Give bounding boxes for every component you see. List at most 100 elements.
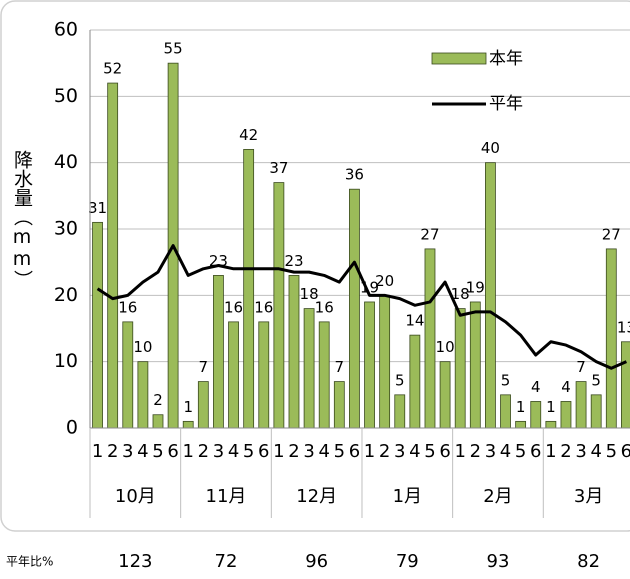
x-tick-label: 2 [107, 441, 118, 462]
legend-swatch [431, 52, 487, 65]
x-tick-label: 1 [454, 441, 465, 462]
ratio-value: 93 [487, 551, 510, 572]
x-tick-label: 1 [182, 441, 193, 462]
bar [213, 275, 224, 429]
data-label: 1 [183, 398, 193, 416]
data-label: 55 [164, 40, 183, 58]
bar [243, 148, 255, 429]
bar [469, 301, 481, 429]
legend-label: 本年 [489, 49, 523, 69]
group-label: 10月 [115, 486, 156, 507]
data-label: 10 [436, 338, 455, 356]
y-tick-label: 0 [66, 417, 78, 439]
bar [621, 341, 630, 429]
x-tick-label: 5 [515, 441, 526, 462]
bar [485, 162, 496, 429]
group-label: 3月 [574, 486, 603, 507]
bar [605, 248, 617, 429]
bar [545, 420, 557, 429]
bar [500, 394, 511, 429]
bar [288, 275, 300, 429]
line [96, 244, 628, 370]
x-tick-label: 4 [590, 441, 601, 462]
data-label: 20 [375, 272, 394, 290]
data-label: 37 [269, 159, 288, 177]
y-tick-label: 20 [54, 284, 78, 306]
ratio-value: 79 [396, 551, 419, 572]
bar [273, 182, 285, 429]
bar [152, 414, 164, 429]
x-tick-label: 3 [122, 441, 133, 462]
x-tick-label: 5 [606, 441, 617, 462]
bar [530, 401, 542, 429]
data-label: 16 [118, 298, 137, 316]
legend-label: 平年 [489, 94, 523, 114]
bar [515, 420, 527, 429]
data-label: 7 [576, 358, 586, 376]
x-tick-label: 4 [228, 441, 239, 462]
y-tick-label: 50 [54, 85, 78, 107]
bar [318, 321, 330, 429]
x-tick-label: 3 [394, 441, 405, 462]
data-label: 5 [591, 371, 601, 389]
bar [424, 248, 436, 429]
x-tick-label: 3 [575, 441, 586, 462]
bar [258, 321, 270, 429]
x-tick-label: 6 [621, 441, 630, 462]
y-axis-label: 降水量（mm） [11, 150, 33, 289]
data-label: 7 [335, 358, 345, 376]
data-label: 52 [103, 60, 122, 78]
group-label: 2月 [483, 486, 512, 507]
data-label: 14 [405, 312, 424, 330]
bar [560, 401, 572, 429]
bar [364, 301, 375, 429]
x-tick-label: 6 [258, 441, 269, 462]
x-tick-label: 6 [167, 441, 178, 462]
x-tick-label: 3 [213, 441, 224, 462]
data-label: 4 [561, 378, 571, 396]
group-label: 1月 [393, 486, 422, 507]
ratio-value: 82 [577, 551, 600, 572]
data-label: 31 [88, 199, 107, 217]
x-tick-label: 5 [334, 441, 345, 462]
y-tick-label: 60 [54, 19, 78, 41]
data-label: 13 [617, 318, 630, 336]
x-tick-label: 1 [364, 441, 375, 462]
x-tick-label: 5 [243, 441, 254, 462]
bar [439, 361, 451, 429]
bar [349, 188, 360, 429]
data-label: 1 [546, 398, 556, 416]
x-tick-label: 6 [349, 441, 360, 462]
ratio-value: 123 [118, 551, 152, 572]
data-label: 5 [501, 371, 511, 389]
data-label: 7 [199, 358, 209, 376]
data-label: 5 [395, 371, 405, 389]
ratio-label: 平年比% [6, 555, 53, 569]
data-label: 23 [284, 252, 303, 270]
data-label: 10 [133, 338, 152, 356]
data-label: 1 [516, 398, 526, 416]
x-tick-label: 4 [137, 441, 148, 462]
chart-frame [0, 0, 630, 532]
bar [379, 294, 391, 429]
bar [303, 308, 315, 429]
group-label: 11月 [206, 486, 247, 507]
x-tick-label: 2 [470, 441, 481, 462]
bar [575, 381, 587, 429]
x-tick-label: 4 [409, 441, 420, 462]
x-tick-label: 6 [439, 441, 450, 462]
data-label: 18 [451, 285, 470, 303]
data-label: 16 [315, 298, 334, 316]
x-tick-label: 1 [273, 441, 284, 462]
x-tick-label: 5 [152, 441, 163, 462]
data-label: 2 [153, 391, 163, 409]
data-label: 18 [300, 285, 319, 303]
data-label: 4 [531, 378, 541, 396]
bar [590, 394, 602, 429]
data-label: 19 [466, 278, 485, 296]
x-tick-label: 3 [485, 441, 496, 462]
data-label: 27 [602, 225, 621, 243]
bar [182, 420, 194, 429]
x-tick-label: 2 [560, 441, 571, 462]
